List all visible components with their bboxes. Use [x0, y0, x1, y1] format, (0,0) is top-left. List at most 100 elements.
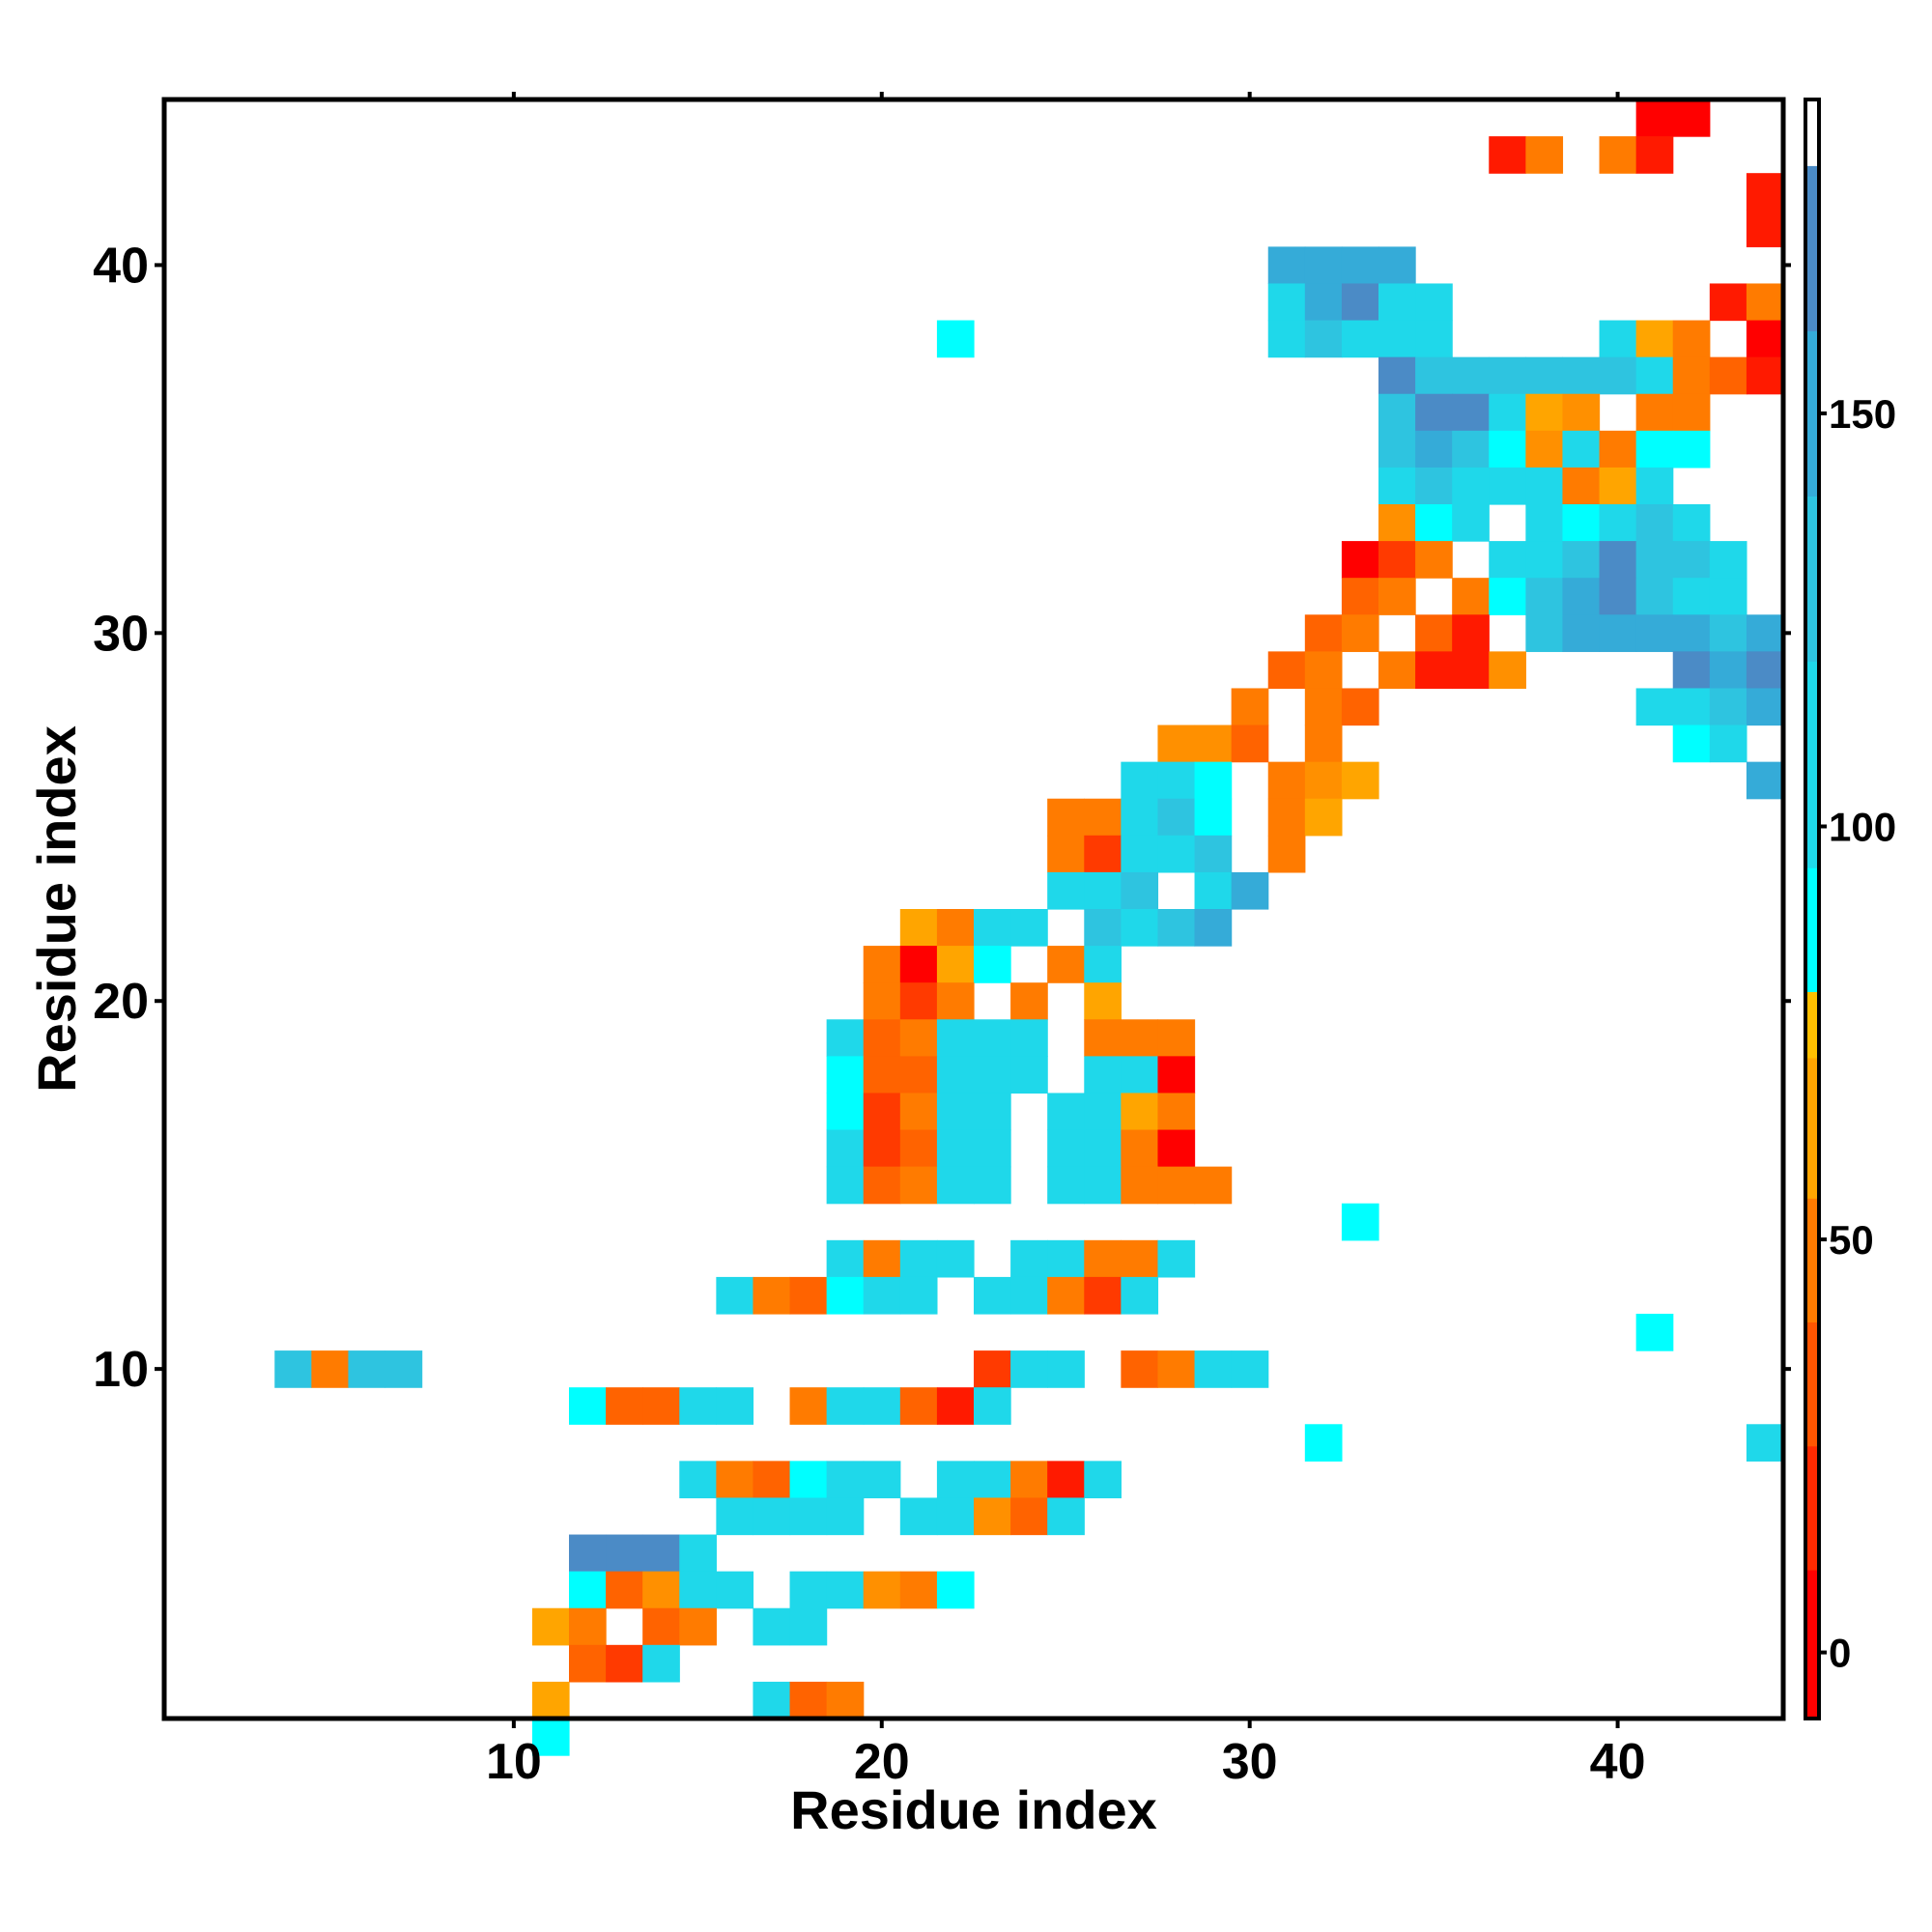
- heatmap-cell: [716, 1571, 754, 1609]
- heatmap-cell: [789, 1607, 828, 1646]
- heatmap-cell: [1599, 614, 1637, 652]
- heatmap-cell: [789, 1387, 828, 1425]
- heatmap-cell: [1047, 1166, 1085, 1205]
- heatmap-cell: [899, 1387, 938, 1425]
- heatmap-cell: [1415, 320, 1453, 358]
- heatmap-cell: [789, 1461, 828, 1499]
- heatmap-cell: [1599, 541, 1637, 579]
- heatmap-cell: [1047, 871, 1085, 910]
- heatmap-cell: [899, 946, 938, 983]
- heatmap-cell: [1635, 688, 1674, 726]
- heatmap-cell: [1415, 283, 1453, 322]
- heatmap-cell: [1599, 467, 1637, 505]
- heatmap-cell: [899, 1239, 938, 1278]
- heatmap-cell: [936, 1571, 975, 1609]
- heatmap-cell: [1415, 651, 1453, 690]
- heatmap-cell: [1635, 99, 1674, 137]
- heatmap-cell: [974, 1461, 1011, 1499]
- heatmap-cell: [1084, 1093, 1122, 1131]
- heatmap-cell: [1599, 504, 1637, 542]
- heatmap-cell: [753, 1681, 791, 1719]
- heatmap-cell: [642, 1387, 680, 1425]
- heatmap-cell: [1635, 136, 1674, 174]
- heatmap-cell: [1010, 1461, 1048, 1499]
- heatmap-cell: [863, 1019, 901, 1057]
- heatmap-cell: [1452, 651, 1490, 690]
- heatmap-cell: [1635, 614, 1674, 652]
- heatmap-cell: [1635, 578, 1674, 615]
- heatmap-cell: [1341, 761, 1379, 800]
- heatmap-cell: [531, 1607, 570, 1646]
- heatmap-cell: [1672, 356, 1711, 395]
- heatmap-cell: [1525, 614, 1564, 652]
- heatmap-cell: [1746, 614, 1784, 652]
- heatmap-cell: [1047, 835, 1085, 873]
- heatmap-cell: [1267, 761, 1306, 800]
- heatmap-cell: [1084, 946, 1122, 983]
- heatmap-cell: [1415, 467, 1453, 505]
- heatmap-cell: [1378, 430, 1416, 469]
- heatmap-cell: [1231, 724, 1269, 763]
- heatmap-cell: [936, 982, 975, 1020]
- heatmap-cell: [716, 1387, 754, 1425]
- heatmap-cell: [1121, 798, 1159, 837]
- heatmap-cell: [1157, 1129, 1196, 1168]
- heatmap-cell: [1489, 541, 1526, 579]
- heatmap-cell: [1746, 688, 1784, 726]
- heatmap-cell: [1194, 835, 1233, 873]
- heatmap-cell: [679, 1534, 717, 1573]
- x-tick-label: 20: [854, 1734, 910, 1790]
- heatmap-cell: [1047, 1239, 1085, 1278]
- heatmap-cell: [863, 1056, 901, 1094]
- heatmap-cell: [569, 1387, 607, 1425]
- heatmap-cell: [1121, 1166, 1159, 1205]
- heatmap-cell: [1562, 614, 1601, 652]
- heatmap-cell: [863, 946, 901, 983]
- heatmap-cell: [1084, 835, 1122, 873]
- heatmap-cell: [826, 1129, 865, 1168]
- heatmap-cell: [1157, 1239, 1196, 1278]
- heatmap-cell: [974, 1093, 1011, 1131]
- heatmap-cell: [1635, 356, 1674, 395]
- heatmap-cell: [569, 1644, 607, 1683]
- heatmap-cell: [1267, 246, 1306, 285]
- heatmap-cell: [1378, 320, 1416, 358]
- heatmap-cell: [1378, 356, 1416, 395]
- plot-frame: [161, 97, 1786, 1721]
- heatmap-cell: [1231, 871, 1269, 910]
- heatmap-cell: [936, 1166, 975, 1205]
- heatmap-cell: [1157, 1056, 1196, 1094]
- heatmap-cell: [1047, 1497, 1085, 1536]
- heatmap-cell: [974, 946, 1011, 983]
- heatmap-cell: [1489, 651, 1526, 690]
- heatmap-cell: [1121, 909, 1159, 947]
- heatmap-cell: [1378, 393, 1416, 432]
- heatmap-cell: [1525, 356, 1564, 395]
- colorbar-tick-label: 100: [1829, 804, 1896, 849]
- heatmap-cell: [826, 1387, 865, 1425]
- heatmap-cell: [642, 1607, 680, 1646]
- colorbar-band: [1805, 1445, 1819, 1571]
- heatmap-cell: [1047, 1129, 1085, 1168]
- heatmap-cell: [899, 1019, 938, 1057]
- heatmap-cell: [789, 1497, 828, 1536]
- heatmap-cell: [1047, 1276, 1085, 1315]
- heatmap-cell: [642, 1644, 680, 1683]
- heatmap-cell: [899, 1497, 938, 1536]
- heatmap-cell: [1047, 1350, 1085, 1388]
- heatmap-cell: [753, 1607, 791, 1646]
- heatmap-cell: [899, 909, 938, 947]
- heatmap-cell: [1157, 1093, 1196, 1131]
- heatmap-cell: [826, 1571, 865, 1609]
- heatmap-cell: [974, 1129, 1011, 1168]
- heatmap-cell: [1341, 614, 1379, 652]
- heatmap-cell: [826, 1166, 865, 1205]
- y-axis-title: Residue index: [26, 725, 87, 1093]
- heatmap-cell: [1341, 688, 1379, 726]
- heatmap-cell: [826, 1056, 865, 1094]
- heatmap-cell: [899, 1056, 938, 1094]
- heatmap-cell: [1672, 393, 1711, 432]
- heatmap-cell: [716, 1461, 754, 1499]
- heatmap-cell: [1378, 283, 1416, 322]
- heatmap-cell: [1121, 1350, 1159, 1388]
